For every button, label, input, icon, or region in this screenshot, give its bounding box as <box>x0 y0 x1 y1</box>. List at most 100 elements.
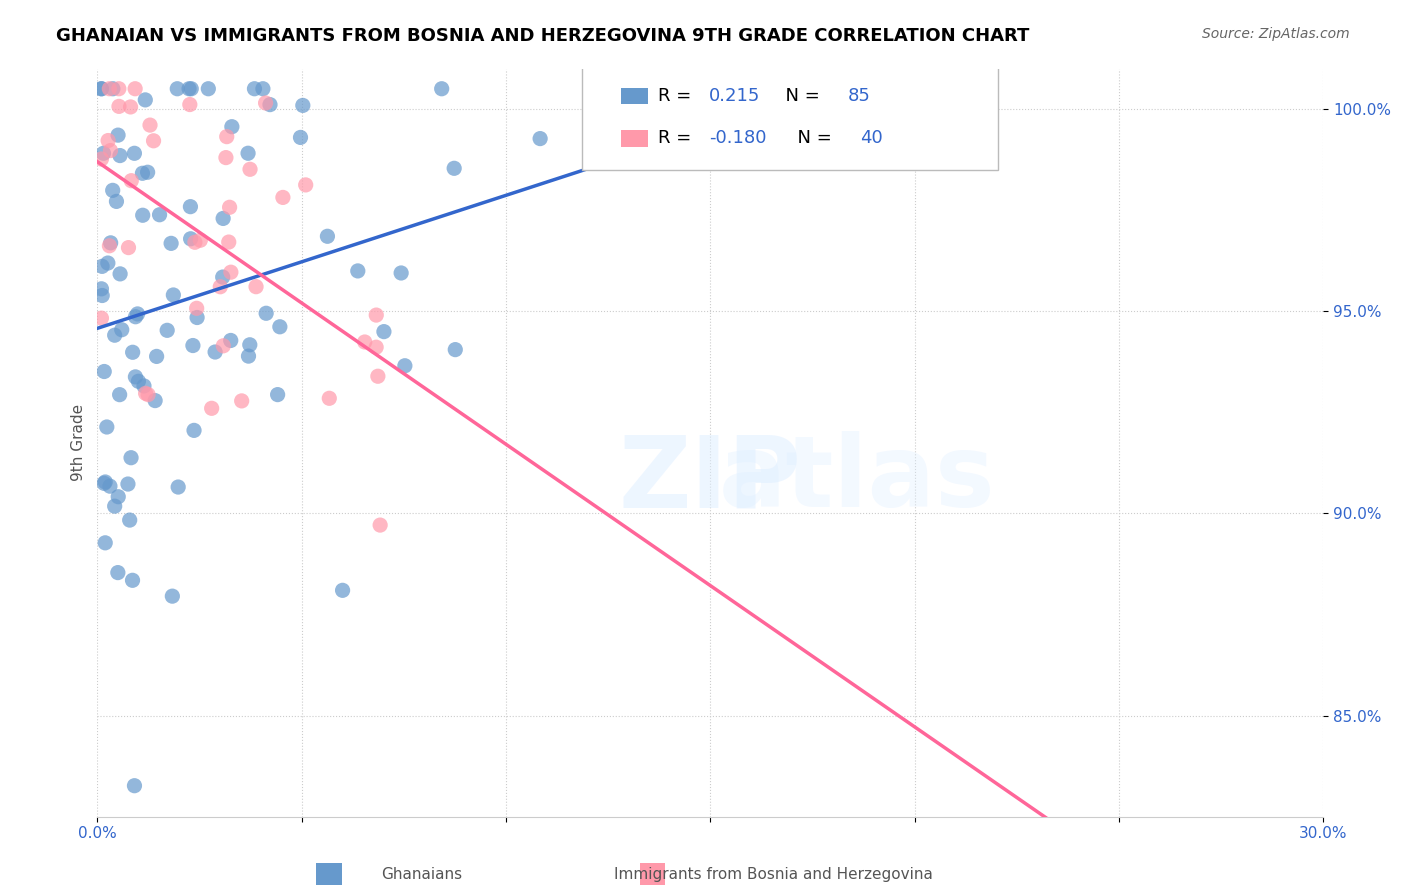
Point <box>127 307 149 321</box>
Point <box>162 288 184 302</box>
Text: Source: ZipAtlas.com: Source: ZipAtlas.com <box>1202 27 1350 41</box>
Point <box>100 144 122 158</box>
Point <box>142 134 165 148</box>
Point <box>148 208 170 222</box>
Point <box>136 165 159 179</box>
Point <box>184 235 207 250</box>
Point <box>179 97 201 112</box>
Point <box>135 386 157 401</box>
Point <box>318 392 340 406</box>
Text: N =: N = <box>786 129 838 147</box>
Point <box>188 233 211 247</box>
Point <box>104 499 127 513</box>
Point <box>90 152 112 166</box>
Point <box>90 311 112 326</box>
Point <box>131 166 153 180</box>
Point <box>166 81 188 95</box>
Point <box>91 288 114 302</box>
Point <box>180 81 202 95</box>
Point <box>394 359 416 373</box>
Text: Ghanaians: Ghanaians <box>381 867 463 881</box>
Point <box>366 340 388 354</box>
Point <box>90 81 112 95</box>
Point <box>121 345 143 359</box>
Point <box>108 99 131 113</box>
Point <box>271 190 294 204</box>
Point <box>98 81 121 95</box>
Point <box>100 235 122 250</box>
Point <box>120 450 142 465</box>
Point <box>136 387 159 401</box>
Point <box>93 146 115 161</box>
Text: R =: R = <box>658 87 696 105</box>
Point <box>90 81 112 95</box>
Point <box>120 100 142 114</box>
Point <box>117 477 139 491</box>
Point <box>243 81 266 95</box>
Point <box>186 310 208 325</box>
Point <box>245 279 267 293</box>
Point <box>294 178 316 192</box>
Text: GHANAIAN VS IMMIGRANTS FROM BOSNIA AND HERZEGOVINA 9TH GRADE CORRELATION CHART: GHANAIAN VS IMMIGRANTS FROM BOSNIA AND H… <box>56 27 1029 45</box>
Point <box>156 323 179 337</box>
Point <box>124 779 146 793</box>
Point <box>90 282 112 296</box>
Text: -0.180: -0.180 <box>709 129 766 147</box>
Point <box>139 118 162 132</box>
Point <box>332 583 354 598</box>
Point <box>366 308 388 322</box>
Point <box>211 270 233 285</box>
Point <box>221 120 243 134</box>
Point <box>94 475 117 489</box>
Y-axis label: 9th Grade: 9th Grade <box>72 404 86 481</box>
Point <box>108 148 131 162</box>
Point <box>218 200 240 214</box>
Point <box>98 239 121 253</box>
Point <box>180 232 202 246</box>
Point <box>101 183 124 197</box>
Text: N =: N = <box>775 87 825 105</box>
Point <box>131 208 153 222</box>
Point <box>254 95 277 110</box>
Point <box>444 343 467 357</box>
Text: 40: 40 <box>860 129 883 147</box>
Point <box>269 319 291 334</box>
Point <box>97 256 120 270</box>
Point <box>91 260 114 274</box>
Point <box>94 536 117 550</box>
Point <box>107 566 129 580</box>
Point <box>215 151 238 165</box>
Point <box>259 97 281 112</box>
Text: 0.215: 0.215 <box>709 87 761 105</box>
Point <box>118 513 141 527</box>
FancyBboxPatch shape <box>621 130 648 146</box>
Point <box>162 589 184 603</box>
Point <box>179 200 201 214</box>
Point <box>177 81 200 95</box>
Point <box>93 364 115 378</box>
Point <box>266 387 288 401</box>
Text: 85: 85 <box>848 87 870 105</box>
Point <box>98 479 121 493</box>
Point <box>107 128 129 142</box>
Point <box>97 134 120 148</box>
Point <box>181 338 204 352</box>
Point <box>117 241 139 255</box>
Point <box>215 129 238 144</box>
Point <box>218 235 240 249</box>
Point <box>143 393 166 408</box>
Point <box>121 574 143 588</box>
Point <box>124 370 146 384</box>
Point <box>236 146 259 161</box>
Point <box>167 480 190 494</box>
FancyBboxPatch shape <box>621 88 648 104</box>
Point <box>108 267 131 281</box>
Point <box>238 349 260 363</box>
Point <box>316 229 339 244</box>
Point <box>186 301 208 316</box>
Point <box>124 146 146 161</box>
Point <box>201 401 224 416</box>
Point <box>183 423 205 437</box>
Point <box>96 420 118 434</box>
Point <box>430 81 453 95</box>
